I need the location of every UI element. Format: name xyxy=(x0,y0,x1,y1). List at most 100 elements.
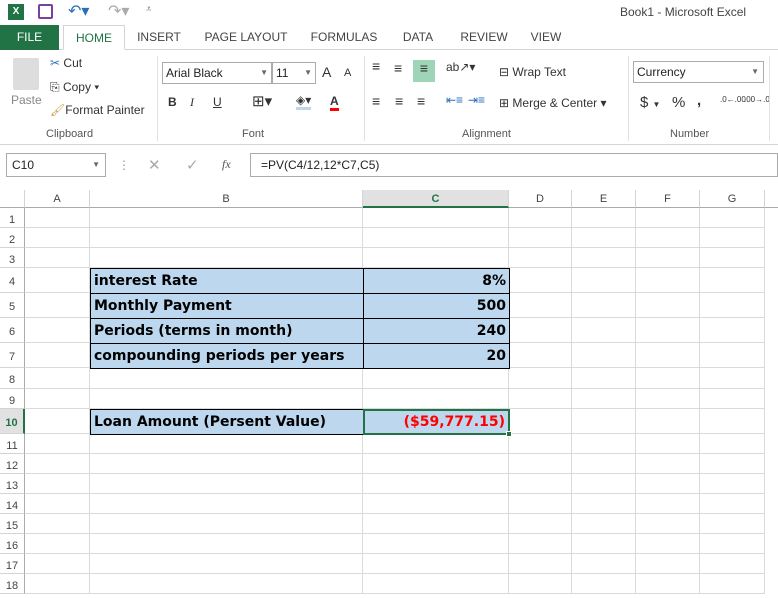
cell[interactable] xyxy=(572,268,636,293)
cell[interactable] xyxy=(25,248,90,268)
value-cell[interactable]: ($59,777.15) xyxy=(363,409,510,435)
cell[interactable] xyxy=(509,248,572,268)
cell[interactable] xyxy=(25,574,90,594)
row-header-9[interactable]: 9 xyxy=(0,389,25,409)
fill-color-icon[interactable]: ◈▾ xyxy=(296,93,312,110)
cell[interactable] xyxy=(90,228,363,248)
cell[interactable] xyxy=(636,514,700,534)
cell[interactable] xyxy=(509,293,572,318)
cell[interactable] xyxy=(572,474,636,494)
cell[interactable] xyxy=(363,494,509,514)
cell[interactable] xyxy=(25,293,90,318)
cell[interactable] xyxy=(25,554,90,574)
cell[interactable] xyxy=(90,454,363,474)
cell[interactable] xyxy=(572,389,636,409)
cell[interactable] xyxy=(700,293,765,318)
column-header-c[interactable]: C xyxy=(363,190,509,208)
cell[interactable] xyxy=(572,534,636,554)
save-icon[interactable] xyxy=(38,4,53,19)
cell[interactable] xyxy=(636,318,700,343)
cell[interactable] xyxy=(509,409,572,434)
cell[interactable] xyxy=(636,268,700,293)
tab-formulas[interactable]: FORMULAS xyxy=(310,30,378,44)
cell[interactable] xyxy=(509,318,572,343)
name-box[interactable]: C10 ▼ xyxy=(6,153,106,177)
cell[interactable] xyxy=(700,434,765,454)
align-left-icon[interactable]: ≡ xyxy=(372,93,381,109)
cell[interactable] xyxy=(572,248,636,268)
cell[interactable] xyxy=(636,534,700,554)
cell[interactable] xyxy=(90,389,363,409)
cell[interactable] xyxy=(509,554,572,574)
cell[interactable] xyxy=(700,248,765,268)
paste-icon[interactable] xyxy=(13,58,39,90)
increase-decimal-button[interactable]: .0←.00 xyxy=(720,95,746,104)
cell[interactable] xyxy=(90,434,363,454)
row-header-15[interactable]: 15 xyxy=(0,514,25,534)
cell[interactable] xyxy=(25,368,90,389)
cell[interactable] xyxy=(363,574,509,594)
undo-icon[interactable]: ↶▾ xyxy=(68,3,90,20)
tab-page-layout[interactable]: PAGE LAYOUT xyxy=(204,30,288,44)
cell[interactable] xyxy=(90,248,363,268)
cell[interactable] xyxy=(572,494,636,514)
row-header-5[interactable]: 5 xyxy=(0,293,25,318)
cell[interactable] xyxy=(572,208,636,228)
column-header-g[interactable]: G xyxy=(700,190,765,208)
row-header-16[interactable]: 16 xyxy=(0,534,25,554)
cell[interactable] xyxy=(25,208,90,228)
cell[interactable] xyxy=(700,208,765,228)
fill-handle[interactable] xyxy=(506,431,512,437)
cell[interactable] xyxy=(509,434,572,454)
copy-button[interactable]: ⎘ Copy ▾ xyxy=(50,80,100,94)
cell[interactable] xyxy=(90,494,363,514)
borders-icon[interactable]: ⊞▾ xyxy=(252,93,273,110)
cell[interactable] xyxy=(509,494,572,514)
row-header-7[interactable]: 7 xyxy=(0,343,25,368)
cell[interactable] xyxy=(509,268,572,293)
row-header-18[interactable]: 18 xyxy=(0,574,25,594)
cell[interactable] xyxy=(636,248,700,268)
font-name-select[interactable]: Arial Black ▼ xyxy=(162,62,272,84)
top-align-icon[interactable]: ≡ xyxy=(372,58,381,74)
cell[interactable] xyxy=(363,228,509,248)
cell[interactable] xyxy=(90,534,363,554)
row-header-6[interactable]: 6 xyxy=(0,318,25,343)
cell[interactable] xyxy=(700,268,765,293)
tab-file[interactable]: FILE xyxy=(0,25,59,50)
column-header-e[interactable]: E xyxy=(572,190,636,208)
underline-button[interactable]: U xyxy=(213,95,222,109)
cell[interactable] xyxy=(636,343,700,368)
value-cell[interactable]: 240 xyxy=(363,318,510,344)
cell[interactable] xyxy=(363,389,509,409)
cell[interactable] xyxy=(363,514,509,534)
value-cell[interactable]: 500 xyxy=(363,293,510,319)
tab-insert[interactable]: INSERT xyxy=(137,30,181,44)
cell[interactable] xyxy=(700,554,765,574)
cell[interactable] xyxy=(700,454,765,474)
row-header-4[interactable]: 4 xyxy=(0,268,25,293)
cell[interactable] xyxy=(25,534,90,554)
cell[interactable] xyxy=(636,228,700,248)
cell[interactable] xyxy=(90,474,363,494)
align-center-icon[interactable]: ≡ xyxy=(395,93,404,109)
cell[interactable] xyxy=(25,474,90,494)
column-header-a[interactable]: A xyxy=(25,190,90,208)
row-header-12[interactable]: 12 xyxy=(0,454,25,474)
customize-icon[interactable]: ⩡ xyxy=(146,4,152,15)
column-header-b[interactable]: B xyxy=(90,190,363,208)
cell[interactable] xyxy=(25,389,90,409)
cell[interactable] xyxy=(509,208,572,228)
column-header-h[interactable] xyxy=(765,190,778,208)
cell[interactable] xyxy=(700,514,765,534)
paste-button[interactable]: Paste xyxy=(11,93,42,107)
cell[interactable] xyxy=(25,318,90,343)
cell[interactable] xyxy=(572,409,636,434)
cell[interactable] xyxy=(509,228,572,248)
cell[interactable] xyxy=(363,454,509,474)
cell[interactable] xyxy=(90,514,363,534)
decrease-indent-icon[interactable]: ⇤≡ xyxy=(446,93,464,107)
cell[interactable] xyxy=(636,454,700,474)
redo-icon[interactable]: ↷▾ xyxy=(108,3,130,20)
row-header-8[interactable]: 8 xyxy=(0,368,25,389)
